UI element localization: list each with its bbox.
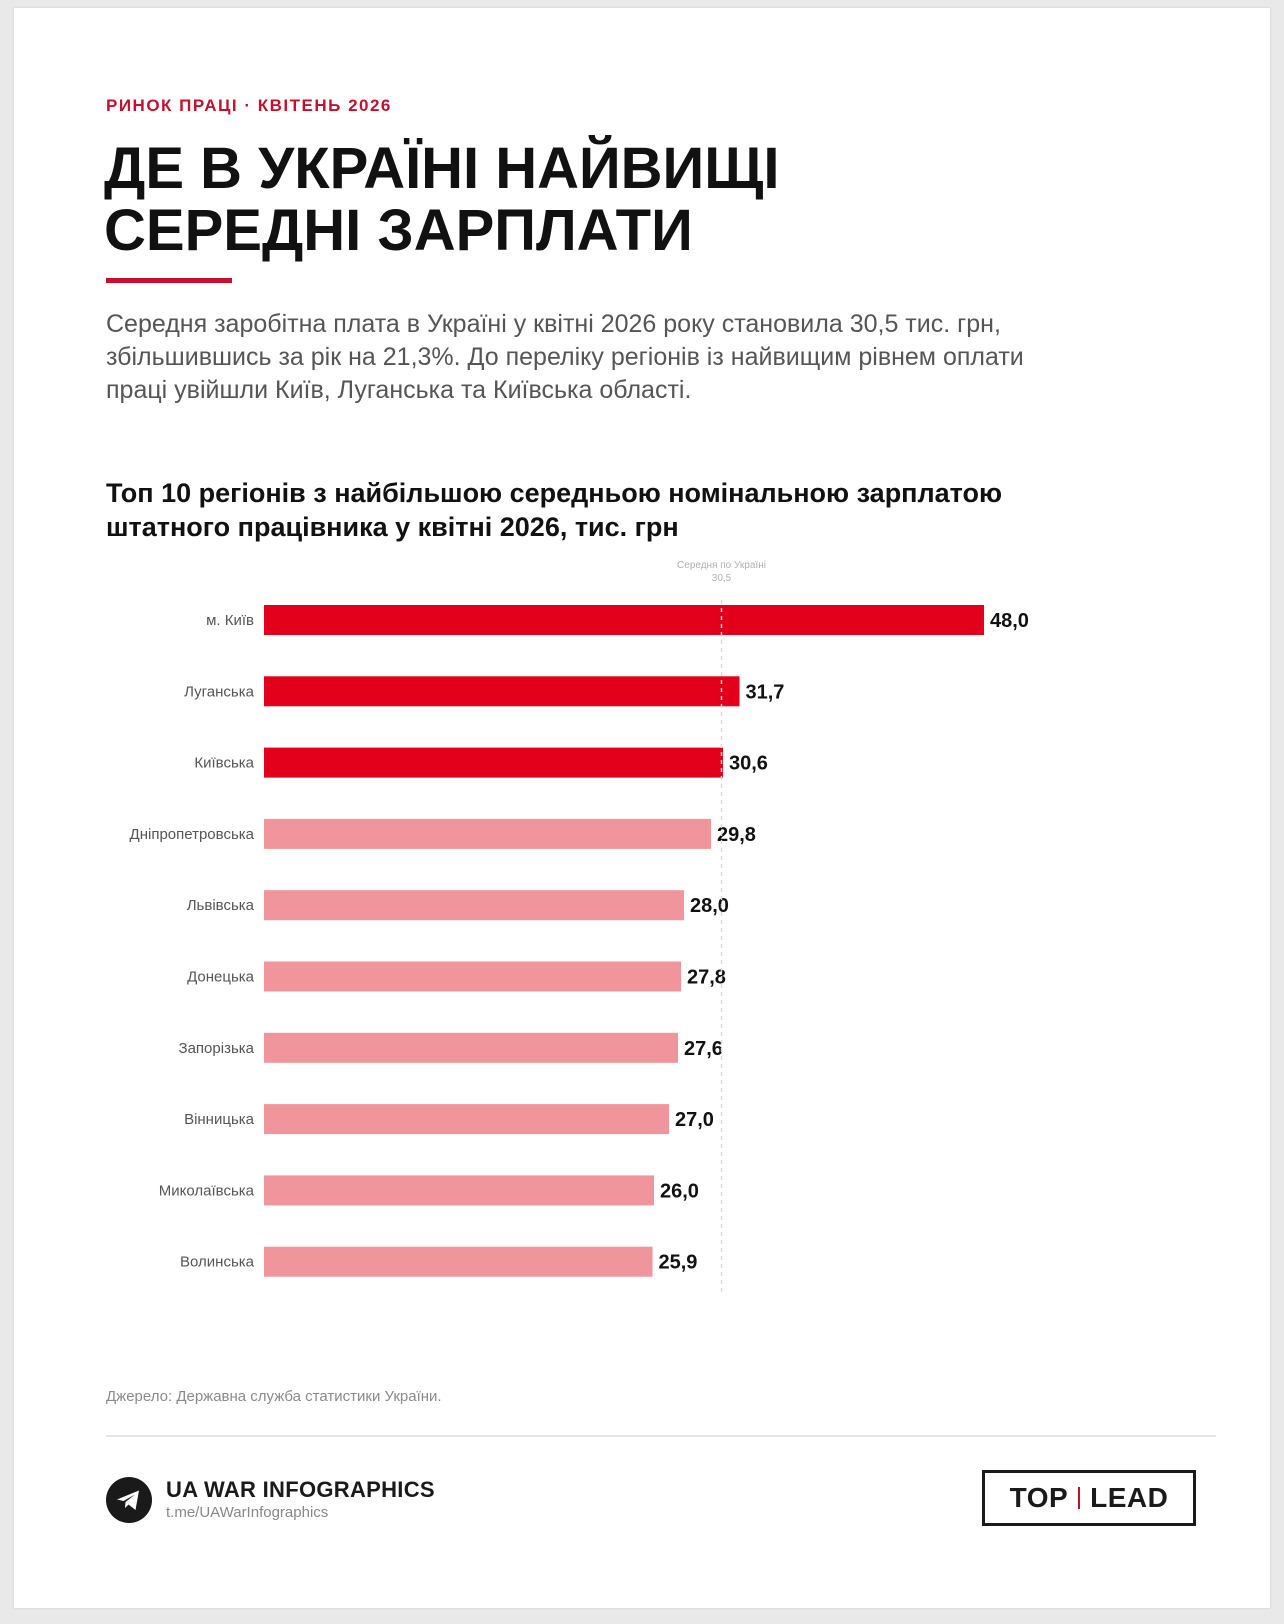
brand-name: UA WAR INFOGRAPHICS — [166, 1477, 435, 1502]
source-note: Джерело: Державна служба статистики Укра… — [106, 1388, 442, 1405]
bar — [264, 1246, 653, 1277]
accent-rule — [106, 278, 232, 283]
value-label: 28,0 — [690, 895, 729, 917]
chart-title-line-2: штатного працівника у квітні 2026, тис. … — [106, 512, 679, 542]
value-label: 25,9 — [659, 1252, 698, 1274]
value-label: 29,8 — [717, 824, 756, 846]
category-label: Київська — [194, 755, 254, 772]
telegram-icon — [106, 1477, 152, 1523]
partner-logo-right: LEAD — [1090, 1482, 1169, 1513]
partner-logo: TOP LEAD — [982, 1470, 1196, 1526]
category-label: Вінницька — [184, 1111, 255, 1128]
bar — [264, 1104, 669, 1135]
value-label: 27,6 — [684, 1038, 723, 1060]
page-title-line-2: СЕРЕДНІ ЗАРПЛАТИ — [104, 198, 693, 263]
value-label: 48,0 — [990, 610, 1029, 632]
bar — [264, 676, 740, 707]
category-label: Донецька — [187, 969, 255, 986]
bar — [264, 747, 723, 778]
category-label: Запорізька — [179, 1040, 255, 1057]
category-label: Львівська — [187, 897, 255, 914]
category-label: Волинська — [180, 1254, 255, 1271]
infographic-card: РИНОК ПРАЦІ · КВІТЕНЬ 2026 ДЕ В УКРАЇНІ … — [14, 8, 1270, 1608]
bar — [264, 1032, 678, 1063]
partner-logo-separator — [1078, 1487, 1081, 1509]
page-title-line-1: ДЕ В УКРАЇНІ НАЙВИЩІ — [104, 136, 780, 201]
kicker: РИНОК ПРАЦІ · КВІТЕНЬ 2026 — [106, 96, 392, 115]
bar — [264, 818, 711, 849]
category-label: Дніпропетровська — [130, 826, 255, 843]
value-label: 31,7 — [746, 681, 785, 703]
brand-link[interactable]: t.me/UAWarInfographics — [166, 1504, 329, 1521]
partner-logo-left: TOP — [1009, 1482, 1069, 1513]
bar — [264, 961, 681, 992]
value-label: 27,8 — [687, 967, 726, 989]
reference-line-value: 30,5 — [712, 573, 732, 584]
chart-title-line-1: Топ 10 регіонів з найбільшою середньою н… — [106, 478, 1003, 508]
page-title: ДЕ В УКРАЇНІ НАЙВИЩІ СЕРЕДНІ ЗАРПЛАТИ — [104, 138, 1104, 262]
category-label: Миколаївська — [159, 1182, 255, 1199]
footer-divider — [106, 1435, 1216, 1437]
category-label: Луганська — [184, 683, 254, 700]
bar — [264, 890, 684, 921]
value-label: 26,0 — [660, 1180, 699, 1202]
value-label: 30,6 — [729, 753, 768, 775]
reference-line-label: Середня по Україні — [677, 560, 766, 571]
category-label: м. Київ — [206, 612, 254, 629]
bar — [264, 605, 984, 635]
bar-chart: м. Київ 48,0 Луганська 31,7 Київська 30,6 Дніп… — [130, 560, 1029, 1292]
chart-title: Топ 10 регіонів з найбільшою середньою н… — [106, 476, 1206, 544]
bar — [264, 1175, 654, 1206]
lead-paragraph: Середня заробітна плата в Україні у квіт… — [106, 310, 1024, 404]
value-label: 27,0 — [675, 1109, 714, 1131]
